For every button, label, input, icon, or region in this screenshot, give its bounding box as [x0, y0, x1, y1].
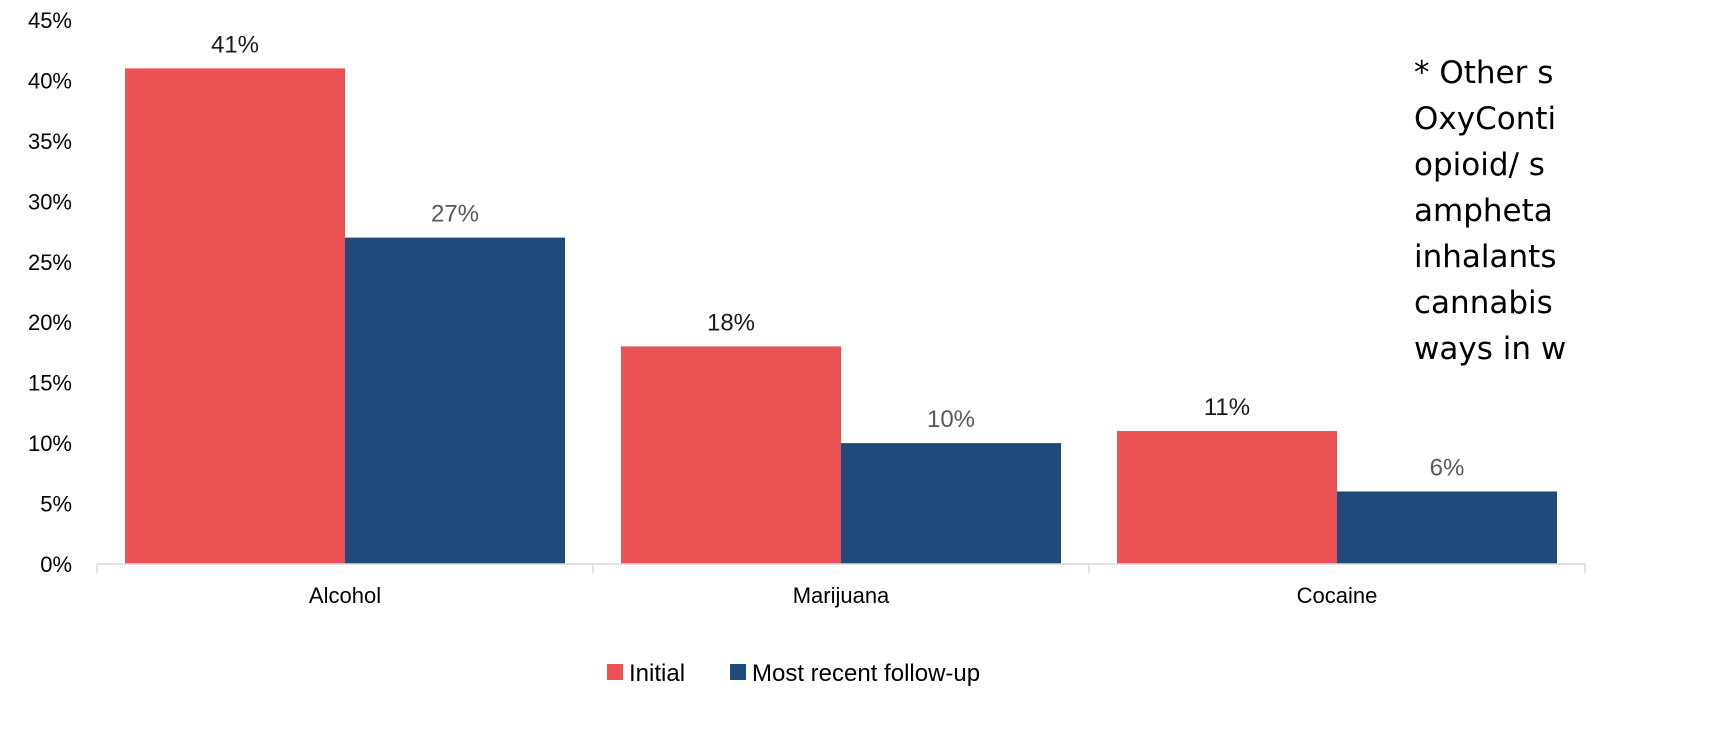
bar-initial: [621, 346, 841, 564]
y-tick-label: 25%: [28, 250, 72, 275]
y-tick-label: 45%: [28, 8, 72, 33]
data-label: 10%: [927, 406, 975, 433]
footnote-line-5: inhalants: [1414, 239, 1557, 275]
y-tick-label: 20%: [28, 310, 72, 335]
y-tick-label: 10%: [28, 431, 72, 456]
footnote-line-2: OxyConti: [1414, 101, 1557, 137]
data-label: 11%: [1204, 394, 1250, 421]
category-label: Marijuana: [793, 583, 890, 608]
bar-follow-up: [345, 237, 565, 564]
bars: [125, 68, 1557, 564]
data-label: 41%: [211, 31, 259, 58]
footnote-line-3: opioid/ s: [1414, 147, 1545, 183]
footnote-line-1: * Other s: [1414, 55, 1554, 91]
y-tick-label: 30%: [28, 189, 72, 214]
data-label: 18%: [707, 309, 755, 336]
y-tick-label: 5%: [40, 492, 72, 517]
category-labels: Alcohol Marijuana Cocaine: [309, 583, 1377, 608]
legend-label: Initial: [629, 660, 685, 687]
bar-initial: [1117, 431, 1337, 564]
x-axis-ticks: [96, 564, 1586, 573]
data-label: 6%: [1430, 454, 1465, 481]
y-tick-label: 15%: [28, 371, 72, 396]
y-tick-label: 35%: [28, 129, 72, 154]
legend-swatch: [607, 664, 623, 680]
data-labels: 41% 27% 18% 10% 11% 6%: [211, 31, 1464, 481]
bar-initial: [125, 68, 345, 564]
category-label: Alcohol: [309, 583, 381, 608]
bar-follow-up: [1337, 491, 1557, 564]
legend-label: Most recent follow-up: [752, 660, 980, 687]
data-label: 27%: [431, 201, 479, 228]
footnote-text: * Other s OxyConti opioid/ s ampheta inh…: [1414, 50, 1566, 372]
category-label: Cocaine: [1297, 583, 1378, 608]
y-tick-label: 40%: [28, 68, 72, 93]
legend: Initial Most recent follow-up: [607, 660, 980, 687]
y-tick-label: 0%: [40, 552, 72, 577]
footnote-line-6: cannabis: [1414, 285, 1553, 321]
footnote-line-4: ampheta: [1414, 193, 1553, 229]
y-axis-tick-labels: 0% 5% 10% 15% 20% 25% 30% 35% 40% 45%: [28, 8, 72, 577]
footnote-line-7: ways in w: [1414, 331, 1567, 367]
bar-follow-up: [841, 443, 1061, 564]
legend-swatch: [730, 664, 746, 680]
